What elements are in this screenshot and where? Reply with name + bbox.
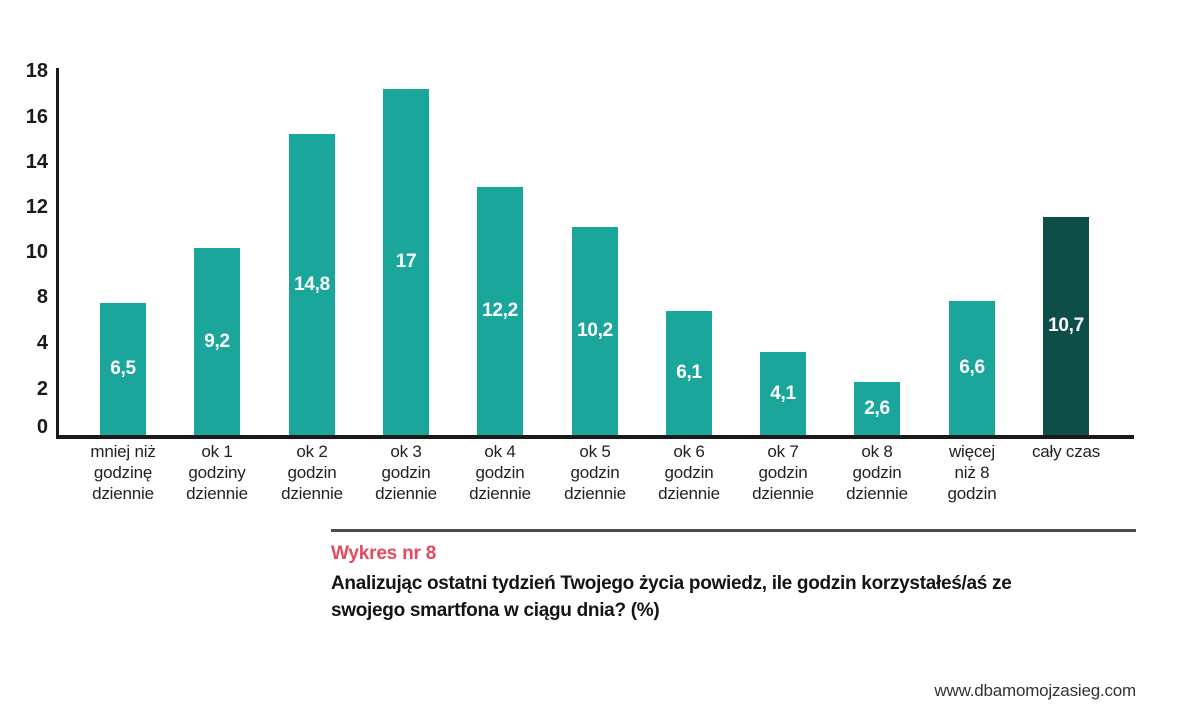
x-axis-label: więcej niż 8 godzin [947, 442, 997, 503]
bar: 9,2 [194, 248, 240, 435]
bar-value-label: 14,8 [294, 273, 330, 295]
x-axis-label: ok 5 godzin dziennie [564, 442, 626, 503]
x-axis-label: mniej niż godzinę dziennie [90, 442, 156, 503]
bar-value-label: 2,6 [864, 397, 890, 419]
chart-question-text: Analizując ostatni tydzień Twojego życia… [331, 573, 1012, 621]
x-axis-label: ok 1 godziny dziennie [186, 442, 248, 503]
bar: 6,5 [100, 303, 146, 435]
y-axis-tick-label: 10 [25, 241, 48, 263]
x-axis-line [56, 435, 1134, 439]
bar: 10,2 [572, 227, 618, 435]
bar: 10,7 [1043, 217, 1089, 435]
y-axis-tick-label: 18 [25, 60, 48, 82]
x-axis-label: ok 2 godzin dziennie [281, 442, 343, 503]
bar: 4,1 [760, 352, 806, 435]
bar: 17 [383, 89, 429, 435]
bar: 6,6 [949, 301, 995, 435]
bar-value-label: 4,1 [770, 382, 796, 404]
bar-value-label: 10,7 [1048, 315, 1084, 336]
bar-value-label: 6,6 [959, 357, 985, 378]
y-axis-tick-label: 12 [25, 196, 48, 218]
y-axis-tick-label: 4 [36, 332, 48, 354]
y-axis-tick-label: 16 [25, 106, 48, 128]
bar-value-label: 17 [395, 251, 417, 272]
bar-value-label: 10,2 [577, 320, 613, 341]
x-axis-label: cały czas [1031, 442, 1101, 461]
bar: 12,2 [477, 187, 523, 435]
y-axis-tick-label: 0 [36, 416, 48, 438]
caption-divider-line [331, 529, 1136, 532]
bar: 14,8 [289, 134, 335, 435]
y-axis-line [56, 68, 59, 438]
bar-value-label: 6,1 [676, 362, 702, 383]
y-axis-tick-label: 2 [36, 378, 48, 400]
x-axis-label: ok 3 godzin dziennie [375, 442, 437, 503]
x-axis-label: ok 8 godzin dziennie [846, 442, 908, 503]
chart-number-title: Wykres nr 8 [331, 543, 437, 564]
bar: 6,1 [666, 311, 712, 435]
bar-value-label: 12,2 [482, 300, 518, 321]
y-axis-tick-label: 8 [36, 286, 48, 308]
bar-value-label: 9,2 [204, 330, 230, 352]
y-axis-tick-label: 14 [25, 151, 48, 173]
x-axis-label: ok 7 godzin dziennie [752, 442, 814, 503]
website-url: www.dbamomojzasieg.com [934, 681, 1136, 700]
x-axis-label: ok 6 godzin dziennie [658, 442, 720, 503]
x-axis-label: ok 4 godzin dziennie [469, 442, 531, 503]
bar-value-label: 6,5 [110, 358, 136, 379]
bar: 2,6 [854, 382, 900, 435]
